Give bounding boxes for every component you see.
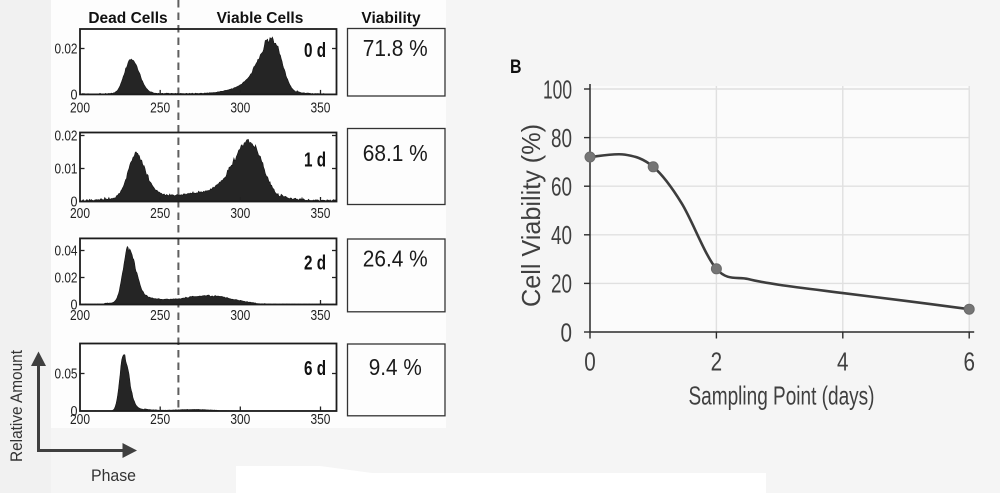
svg-text:Cell Viability (%): Cell Viability (%) [516, 124, 546, 307]
svg-text:71.8 %: 71.8 % [363, 35, 428, 61]
svg-text:68.1 %: 68.1 % [363, 140, 428, 166]
svg-text:350: 350 [310, 308, 330, 324]
svg-text:0: 0 [71, 88, 78, 104]
svg-text:300: 300 [230, 206, 250, 222]
svg-text:4: 4 [837, 347, 849, 377]
svg-text:250: 250 [150, 206, 170, 222]
svg-text:Relative Amount: Relative Amount [7, 350, 26, 462]
svg-text:20: 20 [551, 269, 572, 299]
svg-text:Dead Cells: Dead Cells [88, 10, 167, 27]
svg-text:300: 300 [230, 100, 250, 116]
svg-text:100: 100 [543, 74, 572, 104]
svg-text:0.05: 0.05 [55, 367, 78, 383]
svg-text:0: 0 [71, 195, 78, 211]
svg-text:Sampling Point (days): Sampling Point (days) [689, 381, 875, 411]
svg-text:350: 350 [310, 412, 330, 428]
svg-text:B: B [510, 57, 522, 78]
svg-text:250: 250 [150, 100, 170, 116]
svg-text:200: 200 [70, 206, 90, 222]
svg-text:2: 2 [711, 347, 723, 377]
svg-text:Viability: Viability [361, 10, 421, 27]
svg-text:300: 300 [230, 412, 250, 428]
svg-text:0.02: 0.02 [55, 271, 78, 287]
svg-text:0.02: 0.02 [55, 42, 78, 58]
svg-text:350: 350 [310, 100, 330, 116]
svg-text:0: 0 [584, 347, 596, 377]
svg-text:1 d: 1 d [304, 150, 326, 172]
svg-text:0.04: 0.04 [55, 244, 78, 260]
svg-text:0.02: 0.02 [55, 129, 78, 145]
svg-text:0: 0 [561, 317, 573, 347]
svg-text:200: 200 [70, 308, 90, 324]
svg-text:0: 0 [71, 298, 78, 314]
svg-text:250: 250 [150, 308, 170, 324]
svg-text:6: 6 [963, 347, 975, 377]
svg-text:26.4 %: 26.4 % [363, 246, 428, 272]
svg-text:0 d: 0 d [304, 40, 326, 62]
svg-text:60: 60 [551, 172, 572, 202]
svg-text:9.4 %: 9.4 % [369, 354, 422, 380]
svg-text:300: 300 [230, 308, 250, 324]
svg-text:200: 200 [70, 100, 90, 116]
svg-text:Phase: Phase [91, 466, 136, 485]
svg-text:2 d: 2 d [304, 253, 326, 275]
svg-text:200: 200 [70, 412, 90, 428]
svg-text:80: 80 [551, 123, 572, 153]
svg-text:Viable Cells: Viable Cells [217, 10, 304, 27]
svg-text:350: 350 [310, 206, 330, 222]
svg-text:6 d: 6 d [304, 358, 326, 380]
svg-text:0.01: 0.01 [55, 162, 78, 178]
svg-text:40: 40 [551, 220, 572, 250]
svg-text:0: 0 [71, 404, 78, 420]
svg-text:250: 250 [150, 412, 170, 428]
